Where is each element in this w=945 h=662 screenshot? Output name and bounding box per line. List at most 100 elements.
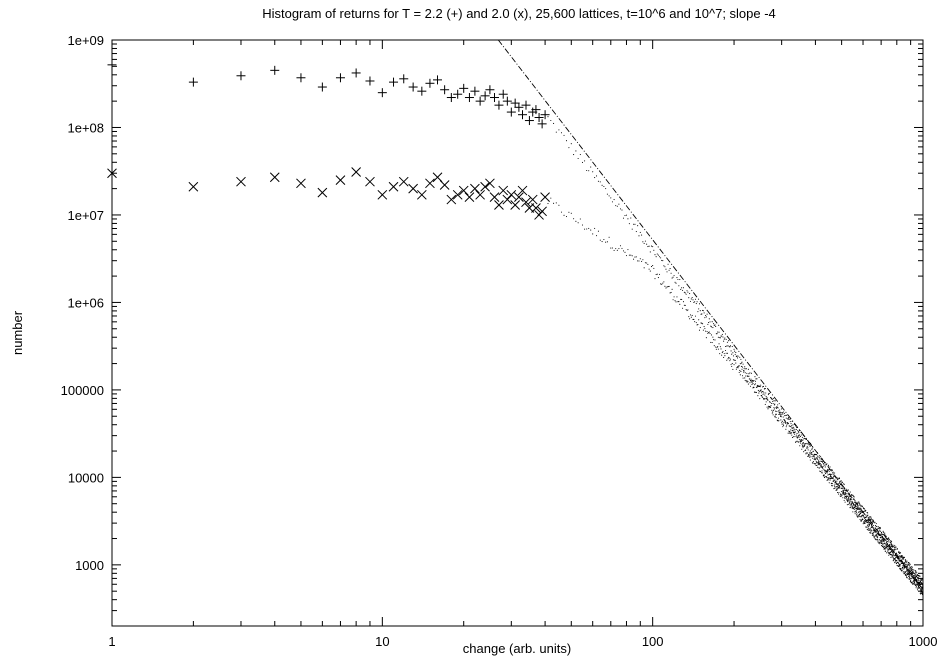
data-dot: [765, 392, 767, 394]
y-tick-label: 1000: [75, 558, 104, 573]
data-dot: [734, 350, 736, 352]
data-dot: [908, 570, 911, 572]
data-dot: [872, 532, 875, 534]
data-dot: [913, 580, 915, 582]
data-dot: [781, 412, 783, 414]
data-dot: [869, 529, 871, 531]
data-dot: [824, 476, 826, 478]
data-dot: [875, 532, 877, 534]
data-dot: [715, 325, 717, 328]
data-dot: [845, 495, 848, 498]
data-dot: [731, 345, 733, 348]
cross-point: [416, 189, 427, 200]
data-dot: [781, 423, 783, 425]
data-dot: [854, 511, 856, 513]
cross-point: [365, 176, 375, 187]
data-dot: [594, 227, 596, 229]
data-dot: [762, 385, 765, 387]
data-dot: [880, 535, 882, 537]
data-dot: [840, 480, 842, 482]
data-dot: [880, 541, 882, 543]
data-dot: [919, 577, 921, 580]
data-dot: [854, 513, 856, 515]
data-dot: [909, 571, 911, 574]
data-dot: [819, 458, 821, 460]
data-dot: [906, 564, 908, 566]
cross-stroke: [540, 192, 550, 202]
data-dot: [782, 413, 784, 415]
data-dot: [890, 551, 892, 553]
data-dot: [912, 569, 914, 571]
data-dot: [615, 248, 617, 250]
data-dot: [899, 560, 901, 562]
data-dot: [909, 564, 911, 566]
data-dot: [843, 492, 845, 494]
data-dot: [877, 540, 879, 542]
cross-stroke: [502, 194, 513, 205]
data-dot: [862, 518, 864, 520]
data-dot: [860, 504, 862, 506]
data-dot: [919, 586, 921, 588]
data-dot: [745, 381, 747, 383]
data-dot: [656, 273, 658, 275]
data-dot: [683, 304, 685, 306]
plus-point: [446, 93, 456, 103]
data-dot: [754, 380, 757, 382]
data-dot: [870, 519, 872, 521]
data-dot: [744, 377, 746, 379]
data-dot: [779, 415, 782, 417]
data-dot: [825, 476, 827, 478]
data-dot: [809, 445, 811, 447]
cross-stroke: [485, 178, 495, 189]
data-dot: [599, 239, 601, 241]
data-dot: [915, 570, 917, 572]
data-dot: [627, 218, 629, 220]
data-dot: [822, 465, 824, 468]
data-dot: [770, 397, 772, 399]
cross-point: [498, 185, 509, 196]
data-dot: [560, 132, 563, 134]
data-dot: [859, 514, 861, 516]
data-dot: [676, 277, 678, 279]
data-dot: [762, 396, 764, 398]
data-dot: [919, 582, 921, 584]
plus-point: [453, 89, 463, 99]
data-dot: [705, 316, 707, 318]
reference-line-slope-4: [497, 39, 924, 590]
data-dot: [914, 573, 916, 575]
data-dot: [884, 548, 886, 550]
data-dot: [831, 474, 833, 476]
data-dot: [789, 433, 791, 435]
data-dot: [630, 217, 632, 219]
data-dot: [831, 476, 833, 478]
cross-stroke: [269, 172, 280, 183]
data-dot: [914, 577, 917, 579]
plus-point: [531, 105, 541, 115]
data-dot: [875, 530, 877, 532]
data-dot: [903, 556, 906, 558]
data-dot: [791, 420, 793, 422]
data-dot: [649, 251, 651, 253]
data-dot: [740, 362, 742, 364]
data-dot: [732, 355, 735, 357]
cross-stroke: [398, 176, 409, 187]
cross-stroke: [458, 185, 469, 196]
cross-stroke: [498, 185, 509, 196]
data-dot: [691, 296, 693, 299]
data-dot: [761, 395, 763, 397]
data-dot: [613, 249, 615, 251]
data-dot: [669, 268, 671, 270]
data-dot: [851, 494, 853, 496]
data-dot: [668, 285, 670, 288]
data-dot: [740, 365, 742, 367]
data-dot: [733, 348, 735, 350]
data-dot: [655, 256, 657, 258]
y-tick-label: 1e+09: [67, 33, 104, 48]
data-dot: [653, 249, 655, 251]
data-dot: [920, 590, 923, 592]
data-dot: [906, 565, 908, 568]
data-dot: [844, 501, 846, 503]
data-dot: [605, 188, 607, 190]
data-dot: [807, 447, 809, 449]
data-dot: [812, 457, 814, 459]
